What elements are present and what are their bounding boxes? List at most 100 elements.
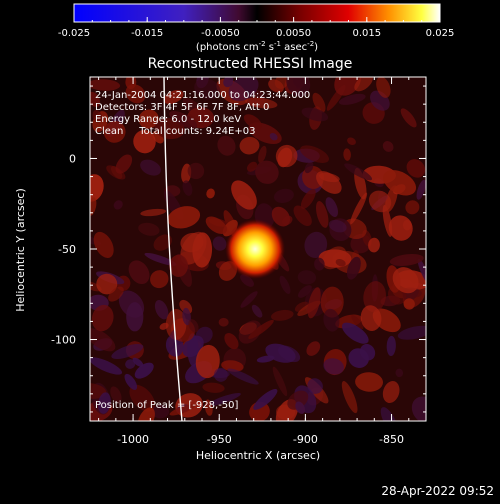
residual-blob bbox=[231, 180, 257, 210]
residual-blob bbox=[338, 93, 366, 105]
colorbar-tick-label: 0.025 bbox=[426, 28, 455, 39]
residual-blob bbox=[207, 392, 241, 407]
residual-blob bbox=[258, 145, 267, 164]
residual-blob bbox=[344, 163, 373, 181]
residual-blob bbox=[140, 208, 167, 217]
residual-blob bbox=[113, 200, 123, 210]
colorbar-tick-label: -0.015 bbox=[131, 28, 163, 39]
x-axis-label: Heliocentric X (arcsec) bbox=[196, 449, 320, 462]
residual-blob bbox=[239, 136, 260, 155]
residual-blob bbox=[255, 160, 279, 184]
residual-blob bbox=[315, 201, 329, 228]
residual-blob bbox=[228, 77, 259, 102]
x-tick-label: -1000 bbox=[117, 433, 149, 446]
info-total-counts: Clean Total counts: 9.24E+03 bbox=[95, 126, 255, 137]
residual-blob bbox=[115, 154, 133, 174]
residual-blob bbox=[187, 333, 199, 367]
residual-blob bbox=[187, 162, 205, 180]
residual-blob bbox=[91, 304, 114, 332]
residual-blob bbox=[272, 366, 288, 397]
residual-blob bbox=[133, 130, 156, 154]
y-tick-label: -50 bbox=[58, 243, 76, 256]
residual-blob bbox=[341, 380, 358, 414]
residual-blob bbox=[312, 92, 326, 113]
residual-blob bbox=[165, 308, 187, 340]
residual-blob bbox=[128, 260, 150, 285]
residual-blob bbox=[386, 335, 396, 357]
y-tick-label: -100 bbox=[51, 334, 76, 347]
residual-blob bbox=[382, 381, 400, 403]
residual-blob bbox=[417, 258, 426, 286]
x-tick-label: -950 bbox=[207, 433, 232, 446]
residual-blob bbox=[188, 319, 199, 333]
residual-blob bbox=[144, 252, 177, 266]
residual-blob bbox=[238, 320, 262, 344]
residual-blob bbox=[368, 237, 380, 253]
residual-blob bbox=[125, 359, 136, 369]
residual-blob bbox=[192, 232, 213, 268]
residual-blob bbox=[168, 330, 177, 348]
colorbar-tick-label: 0.0050 bbox=[276, 28, 311, 39]
info-detectors: Detectors: 3F 4F 5F 6F 7F 8F, Att 0 bbox=[95, 102, 269, 113]
residual-blob bbox=[90, 383, 107, 399]
residual-blob bbox=[343, 148, 351, 161]
colorbar-unit-label: (photons cm-2 s-1 asec-2) bbox=[196, 40, 318, 53]
residual-blob bbox=[403, 298, 415, 310]
residual-blob bbox=[304, 161, 314, 174]
residual-blob bbox=[328, 219, 347, 233]
info-energy-range: Energy Range: 6.0 - 12.0 keV bbox=[95, 114, 241, 125]
residual-blob bbox=[213, 367, 228, 382]
residual-blob bbox=[314, 257, 325, 271]
residual-blob bbox=[334, 77, 362, 96]
peak-source bbox=[225, 219, 286, 279]
residual-blob bbox=[138, 109, 159, 129]
residual-blob bbox=[411, 396, 426, 421]
residual-blob bbox=[300, 145, 330, 163]
residual-blob bbox=[206, 188, 215, 199]
residual-blob bbox=[195, 326, 213, 344]
residual-blob bbox=[256, 355, 275, 363]
info-peak-position: Position of Peak = [-928,-50] bbox=[95, 400, 239, 411]
residual-blob bbox=[140, 159, 161, 176]
residual-blob bbox=[212, 236, 227, 251]
residual-blob bbox=[360, 305, 382, 331]
residual-blob bbox=[243, 114, 262, 130]
timestamp: 28-Apr-2022 09:52 bbox=[381, 484, 494, 498]
residual-blob bbox=[137, 407, 155, 421]
residual-blob bbox=[90, 174, 104, 202]
residual-blob bbox=[363, 281, 386, 312]
residual-blob bbox=[368, 190, 392, 213]
residual-blob bbox=[106, 165, 126, 180]
colorbar-tick-label: 0.015 bbox=[352, 28, 381, 39]
solar-limb-line bbox=[163, 77, 183, 421]
residual-blob bbox=[169, 110, 198, 129]
x-tick-label: -850 bbox=[379, 433, 404, 446]
residual-blob bbox=[169, 404, 196, 416]
colorbar-ticks: -0.025 -0.015 -0.0050 0.0050 0.015 0.025 bbox=[58, 17, 454, 39]
residual-blob bbox=[286, 77, 311, 97]
residual-blob bbox=[323, 308, 340, 332]
residual-blob bbox=[138, 222, 160, 236]
residual-blob bbox=[405, 200, 420, 215]
residual-blob bbox=[400, 108, 417, 128]
residual-blob bbox=[320, 286, 344, 318]
x-tick-label: -900 bbox=[293, 433, 318, 446]
residual-blob bbox=[90, 91, 101, 108]
residual-blob bbox=[383, 170, 417, 196]
residual-blob bbox=[111, 343, 144, 360]
residual-blob bbox=[350, 192, 368, 225]
residual-blob bbox=[221, 360, 244, 372]
residual-blob bbox=[376, 77, 391, 98]
residual-blob bbox=[348, 348, 369, 368]
colorbar-tick-label: -0.025 bbox=[58, 28, 90, 39]
residual-blob bbox=[182, 307, 191, 326]
residual-blob bbox=[224, 333, 239, 350]
residual-blob bbox=[96, 273, 118, 295]
residual-blob bbox=[351, 315, 364, 330]
residual-blob bbox=[169, 254, 189, 277]
residual-blob bbox=[98, 392, 111, 414]
residual-blob bbox=[382, 141, 394, 152]
colorbar bbox=[73, 3, 441, 23]
